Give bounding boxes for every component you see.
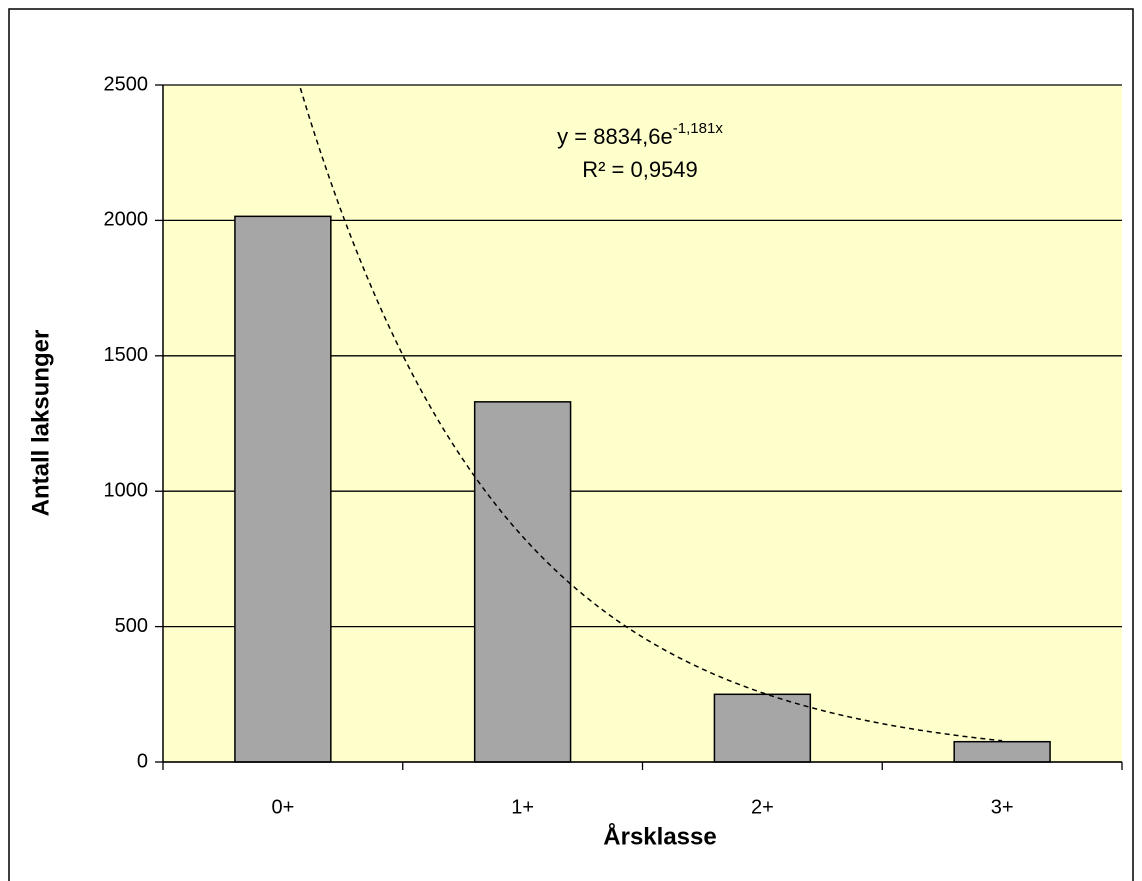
trendline <box>298 85 1003 742</box>
equation-text: y = 8834,6e <box>557 124 673 149</box>
y-axis-title: Antall laksunger <box>27 330 54 517</box>
y-tick-label: 1500 <box>104 344 149 366</box>
x-axis-title: Årsklasse <box>603 822 716 850</box>
trend-equation: y = 8834,6e-1,181x <box>557 120 723 149</box>
y-tick-label: 2000 <box>104 209 149 231</box>
x-tick-label: 3+ <box>991 796 1014 818</box>
bar <box>713 693 812 763</box>
equation-exponent: -1,181x <box>673 120 724 137</box>
x-tick-label: 2+ <box>751 796 774 818</box>
bar <box>234 215 332 763</box>
x-tick-label: 1+ <box>511 796 534 818</box>
x-tick-label: 0+ <box>271 796 294 818</box>
bar <box>953 740 1051 763</box>
y-tick-label: 2500 <box>104 73 149 95</box>
y-tick-label: 1000 <box>104 479 149 501</box>
bar <box>473 401 572 763</box>
y-tick-label: 500 <box>115 615 148 637</box>
r-squared: R² = 0,9549 <box>582 157 698 182</box>
y-tick-label: 0 <box>137 750 148 772</box>
